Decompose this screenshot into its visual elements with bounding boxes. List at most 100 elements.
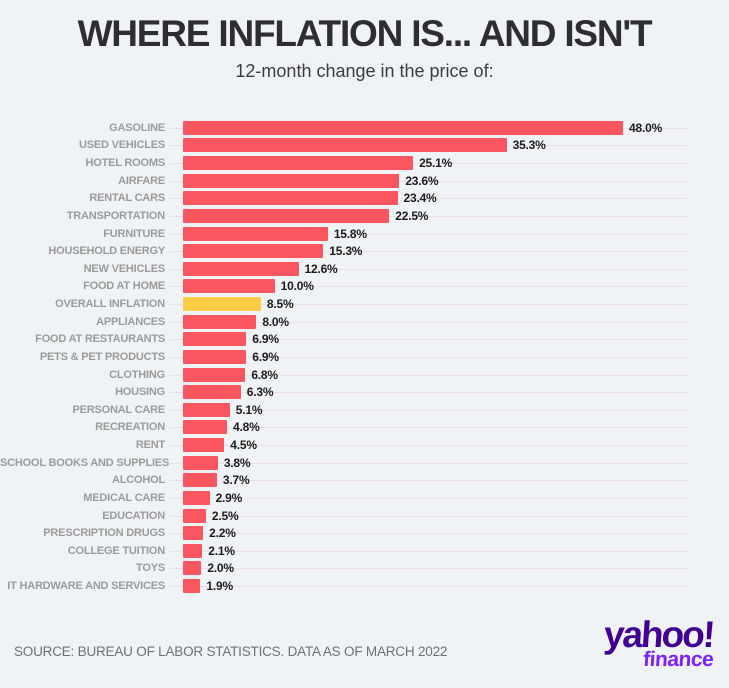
value-bar [183,191,398,206]
gridline [170,356,687,358]
chart-subtitle: 12-month change in the price of: [235,61,494,81]
bar-track: 12.6% [170,260,687,278]
value-label: 2.5% [211,508,239,523]
bar-track: 2.0% [170,560,687,578]
category-label: USED VEHICLES [78,139,165,152]
category-label: HOTEL ROOMS [85,157,166,170]
value-label: 6.9% [252,332,279,347]
bar-row: PETS & PET PRODUCTS 6.9% [0,348,729,366]
value-label: 2.0% [207,561,234,576]
value-label: 2.9% [215,490,243,505]
value-bar [183,244,324,259]
bar-row: FURNITURE 15.8% [0,225,729,243]
gridline [170,215,687,217]
value-bar [183,332,247,347]
category-label: FURNITURE [103,227,165,240]
value-label: 3.8% [223,455,251,470]
value-bar [183,438,225,453]
value-label: 1.9% [206,579,233,594]
category-label: IT HARDWARE AND SERVICES [7,580,165,593]
value-label: 4.8% [233,420,260,435]
bar-track: 6.3% [170,383,687,401]
bar-track: 2.9% [170,489,687,507]
value-label: 4.5% [230,438,257,453]
value-bar [183,420,227,435]
bar-row: EDUCATION 2.5% [0,507,729,525]
value-label: 6.8% [251,367,278,382]
gridline [170,515,687,517]
yahoo-finance-logo: yahoo! finance [602,614,714,671]
bar-track: 3.8% [170,454,687,472]
bar-track: 5.1% [170,401,687,419]
value-label: 12.6% [304,261,338,276]
bar-track: 6.9% [170,331,687,349]
gridline [170,445,687,447]
value-bar [183,526,204,541]
value-bar [183,297,261,312]
category-label: PERSONAL CARE [72,403,165,416]
value-label: 23.4% [403,191,437,206]
category-label: COLLEGE TUITION [67,544,165,557]
gridline [170,497,687,499]
bar-track: 6.9% [170,348,687,366]
value-bar [183,385,241,400]
value-bar [183,561,202,576]
bar-track: 1.9% [170,577,687,595]
value-bar [183,261,299,276]
bar-track: 10.0% [170,278,687,296]
gridline [170,427,687,429]
category-label: HOUSEHOLD ENERGY [48,245,165,258]
value-label: 6.9% [252,349,279,364]
bar-row: AIRFARE 23.6% [0,172,729,190]
value-label: 6.3% [246,385,274,400]
value-bar [183,279,275,294]
bar-row: HOTEL ROOMS 25.1% [0,154,729,172]
value-label: 8.5% [266,297,294,312]
value-bar [183,226,328,241]
value-label: 48.0% [629,120,663,135]
bar-track: 2.2% [170,524,687,542]
gridline [170,374,687,376]
bar-track: 25.1% [170,154,687,172]
bar-track: 6.8% [170,366,687,384]
source-note: SOURCE: BUREAU OF LABOR STATISTICS. DATA… [14,644,448,659]
gridline [170,233,687,235]
gridline [170,180,687,182]
value-bar [183,208,390,223]
gridline [170,550,687,552]
category-label: EDUCATION [102,509,165,522]
category-label: TRANSPORTATION [66,209,165,222]
category-label: NEW VEHICLES [83,262,166,275]
bar-track: 2.5% [170,507,687,525]
value-label: 35.3% [512,138,546,153]
value-bar [183,402,230,417]
value-bar [183,455,218,470]
category-label: PETS & PET PRODUCTS [39,350,165,363]
bar-row: HOUSING 6.3% [0,383,729,401]
bar-row: APPLIANCES 8.0% [0,313,729,331]
category-label: AIRFARE [118,174,165,187]
bar-row: RECREATION 4.8% [0,419,729,437]
bar-row: FOOD AT HOME 10.0% [0,278,729,296]
value-bar [183,490,210,505]
bar-track: 4.8% [170,419,687,437]
bar-track: 23.6% [170,172,687,190]
category-label: GASOLINE [109,121,165,134]
category-label: OVERALL INFLATION [55,298,165,311]
gridline [170,321,687,323]
value-bar [183,349,247,364]
category-label: RENT [135,439,165,452]
bar-row: IT HARDWARE AND SERVICES 1.9% [0,577,729,595]
bar-track: 22.5% [170,207,687,225]
bar-row: RENTAL CARS 23.4% [0,190,729,208]
gridline [170,533,687,535]
bar-track: 2.1% [170,542,687,560]
value-label: 8.0% [262,314,289,329]
value-label: 15.8% [333,226,367,241]
value-bar [183,473,217,488]
bar-row: TRANSPORTATION 22.5% [0,207,729,225]
bar-track: 23.4% [170,190,687,208]
value-bar [183,508,206,523]
gridline [170,268,687,270]
gridline [170,251,687,253]
